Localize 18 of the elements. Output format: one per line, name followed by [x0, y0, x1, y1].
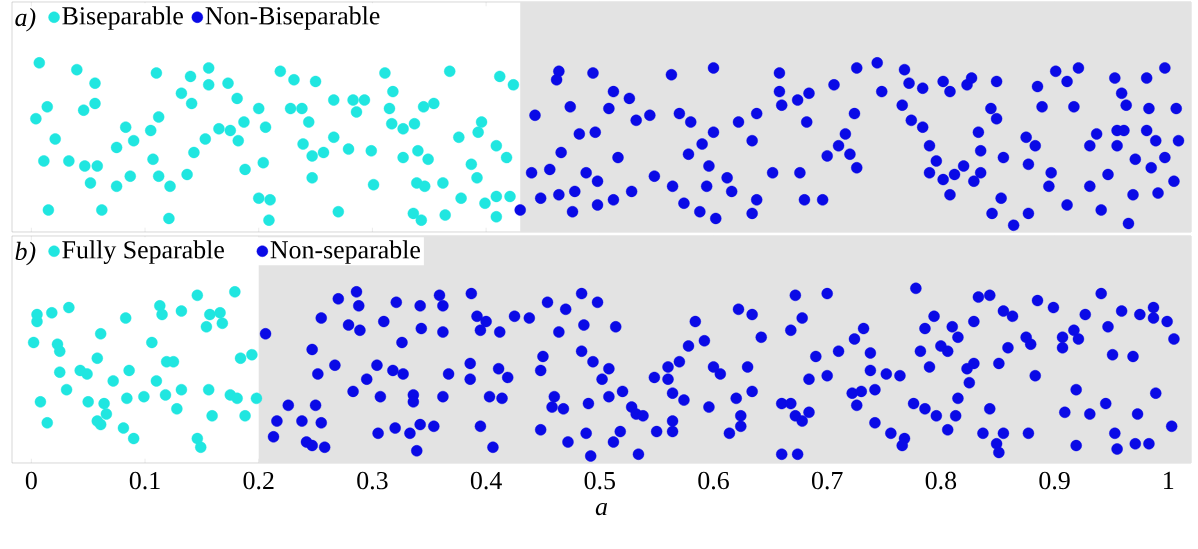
text: b): [15, 241, 36, 266]
x-tick-label: 0.5: [584, 471, 615, 490]
x-tick-label: 0.3: [357, 471, 388, 490]
legend-label: Non-Biseparable: [205, 6, 380, 30]
legend-label: Non-separable: [270, 240, 420, 264]
x-tick-label: 0.9: [1039, 471, 1070, 490]
x-tick-label: 0: [25, 471, 37, 490]
x-tick-label: 0.2: [243, 471, 274, 490]
x-tick-label: 0.6: [698, 471, 729, 490]
x-tick-label: 1: [1164, 471, 1174, 489]
legend-label: Fully Separable: [62, 240, 224, 264]
x-tick-label: 0.8: [925, 471, 957, 490]
x-tick-label: 0.4: [470, 471, 502, 490]
x-axis-title: a: [595, 502, 608, 516]
text: a): [15, 7, 36, 32]
x-tick-label: 0.1: [129, 471, 160, 490]
x-tick-label: 0.7: [811, 471, 843, 490]
legend-label: Biseparable: [62, 6, 183, 30]
